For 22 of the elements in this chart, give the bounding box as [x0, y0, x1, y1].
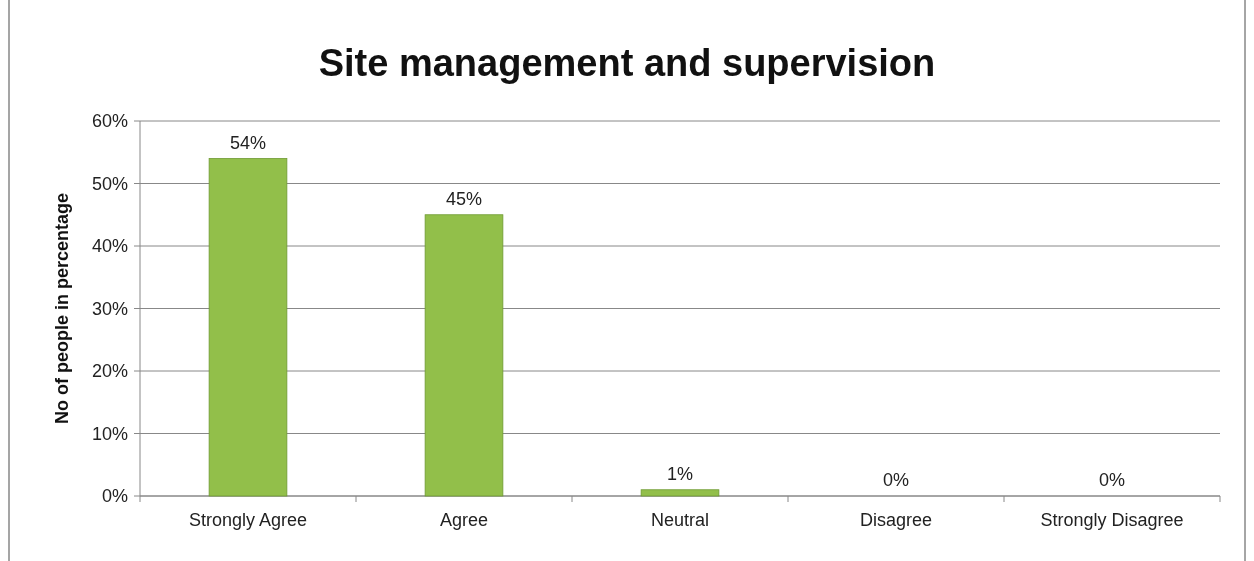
x-tick-label: Disagree: [859, 510, 933, 530]
y-tick-label: 50%: [91, 173, 128, 194]
y-tick-label: 20%: [91, 361, 128, 382]
x-tick-label: Strongly Disagree: [1040, 510, 1184, 530]
data-label: 45%: [445, 188, 483, 209]
y-axis-title: No of people in percentage: [52, 192, 72, 425]
bar: [208, 158, 288, 497]
bar: [640, 489, 720, 497]
x-tick-label: Strongly Agree: [188, 510, 308, 530]
y-tick-label: 60%: [91, 111, 128, 132]
data-label: 0%: [1098, 470, 1126, 490]
data-label: 0%: [882, 470, 910, 490]
chart-title: Site management and supervision: [318, 42, 936, 84]
x-tick-label: Neutral: [650, 510, 710, 530]
bar: [424, 214, 504, 497]
data-label: 1%: [666, 463, 694, 484]
y-tick-label: 0%: [101, 486, 128, 507]
x-tick-label: Agree: [439, 510, 489, 530]
y-tick-label: 40%: [91, 236, 128, 257]
y-tick-label: 30%: [91, 298, 128, 319]
y-tick-label: 10%: [91, 423, 128, 444]
data-label: 54%: [229, 132, 267, 153]
